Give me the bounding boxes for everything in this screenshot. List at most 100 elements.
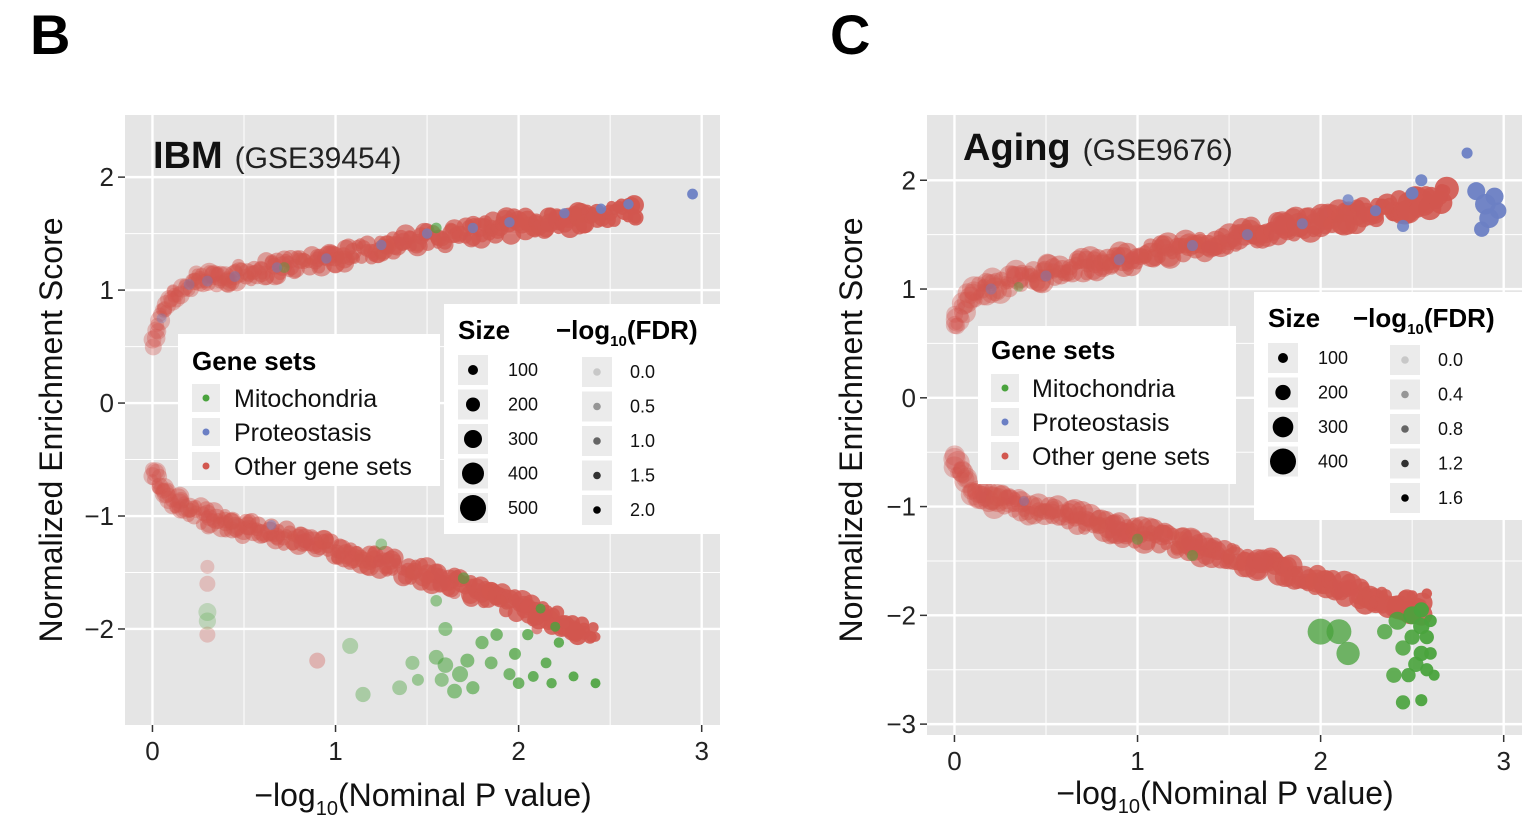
- data-point-other-gene-sets: [199, 626, 216, 643]
- trend-point: [147, 321, 165, 339]
- y-tick-label: −2: [84, 614, 114, 644]
- x-tick-label: 0: [947, 746, 961, 776]
- trend-point: [1037, 253, 1058, 275]
- legend-key-bg: [1390, 379, 1420, 410]
- data-point-proteostasis: [156, 313, 167, 324]
- trend-point: [968, 293, 983, 308]
- trend-point: [167, 488, 188, 509]
- data-point-mitochondria: [1424, 647, 1437, 660]
- x-tick-label: 2: [1313, 746, 1327, 776]
- trend-point: [950, 317, 963, 330]
- trend-point: [211, 516, 232, 538]
- data-point-proteostasis: [1396, 219, 1410, 233]
- trend-point: [1030, 269, 1055, 294]
- data-trends: [943, 176, 1459, 626]
- trend-point: [166, 285, 179, 297]
- data-point-mitochondria: [198, 603, 217, 622]
- trend-point: [1010, 491, 1032, 513]
- trend-point: [1027, 272, 1039, 284]
- data-point-mitochondria: [430, 222, 442, 234]
- legend-label-proteostasis: Proteostasis: [1032, 409, 1170, 437]
- legend-fdr-dot: [593, 471, 601, 480]
- legend-size-title: Size: [458, 315, 510, 345]
- data-point-proteostasis: [1485, 187, 1504, 206]
- trend-point: [1009, 489, 1029, 508]
- legend-fdr-dot: [1401, 356, 1409, 364]
- trend-point: [1434, 176, 1459, 202]
- data-point-mitochondria: [568, 671, 579, 682]
- trend-point: [152, 483, 164, 495]
- trend-point: [221, 272, 240, 292]
- y-tick-label: −2: [886, 600, 916, 630]
- trend-point: [183, 281, 199, 298]
- data-point-proteostasis: [467, 222, 479, 234]
- y-tick-label: 1: [100, 275, 114, 305]
- legend-fdr-label: 0.5: [630, 397, 655, 417]
- trend-point: [980, 273, 997, 290]
- trend-point: [163, 496, 182, 515]
- x-tick-label: 1: [328, 736, 342, 766]
- legend-key-bg: [582, 391, 612, 422]
- legend-dot-mitochondria: [1001, 384, 1009, 392]
- trend-point: [144, 338, 162, 356]
- data-point-proteostasis: [1474, 221, 1490, 237]
- trend-point: [188, 272, 202, 286]
- legend-fdr-dot: [1401, 459, 1409, 468]
- trend-point: [975, 487, 995, 507]
- data-point-other-gene-sets: [1406, 590, 1418, 602]
- trend-point: [954, 301, 976, 324]
- trend-point: [228, 263, 243, 278]
- x-axis-title-prefix: −log: [254, 777, 315, 813]
- trend-point: [1229, 544, 1241, 555]
- trend-point: [1026, 493, 1050, 517]
- trend-point: [972, 491, 991, 510]
- trend-point: [224, 265, 245, 286]
- data-trends: [143, 195, 644, 646]
- trend-point: [1000, 275, 1012, 287]
- data-point-proteostasis: [985, 283, 997, 295]
- legend-size-label: 100: [1318, 348, 1348, 368]
- data-point-other-gene-sets: [200, 559, 215, 574]
- trend-point: [999, 278, 1011, 290]
- trend-point: [167, 287, 182, 303]
- trend-point: [156, 295, 177, 315]
- trend-point: [997, 489, 1022, 513]
- legend-label-other: Other gene sets: [1032, 443, 1210, 471]
- trend-point: [212, 516, 226, 529]
- x-tick-label: 1: [1130, 746, 1144, 776]
- legend-background: [1254, 292, 1522, 520]
- trend-point: [171, 501, 190, 519]
- trend-point: [1012, 272, 1029, 288]
- trend-point: [190, 272, 209, 292]
- legend-label-other: Other gene sets: [234, 453, 412, 481]
- trend-point: [993, 484, 1012, 503]
- legend-size-label: 300: [508, 429, 538, 449]
- legend-dot-mitochondria: [202, 394, 210, 402]
- trend-point: [943, 456, 966, 478]
- trend-point: [946, 450, 970, 475]
- data-point-proteostasis: [229, 271, 241, 282]
- trend-point: [195, 518, 207, 530]
- trend-point: [202, 265, 217, 279]
- data-point-mitochondria: [355, 686, 371, 703]
- trend-point: [977, 490, 1000, 513]
- data-point-mitochondria: [1424, 614, 1437, 628]
- trend-point: [1007, 505, 1020, 518]
- data-point-other-gene-sets: [309, 652, 326, 669]
- panel-letter: B: [30, 3, 70, 66]
- trend-point: [177, 279, 194, 296]
- data-point-mitochondria: [553, 637, 565, 648]
- trend-point: [229, 262, 250, 283]
- data-point-mitochondria: [1419, 629, 1434, 645]
- legend-label-proteostasis: Proteostasis: [234, 419, 372, 447]
- legend-size-label: 200: [1318, 383, 1348, 403]
- legend-dot-other: [202, 462, 210, 470]
- legend-fdr-label: 1.0: [630, 431, 655, 451]
- y-tick-label: −3: [886, 709, 916, 739]
- trend-point: [198, 273, 214, 289]
- data-points: [985, 147, 1507, 710]
- trend-point: [189, 499, 202, 513]
- y-tick-label: −1: [84, 501, 114, 531]
- trend-point: [1014, 264, 1030, 280]
